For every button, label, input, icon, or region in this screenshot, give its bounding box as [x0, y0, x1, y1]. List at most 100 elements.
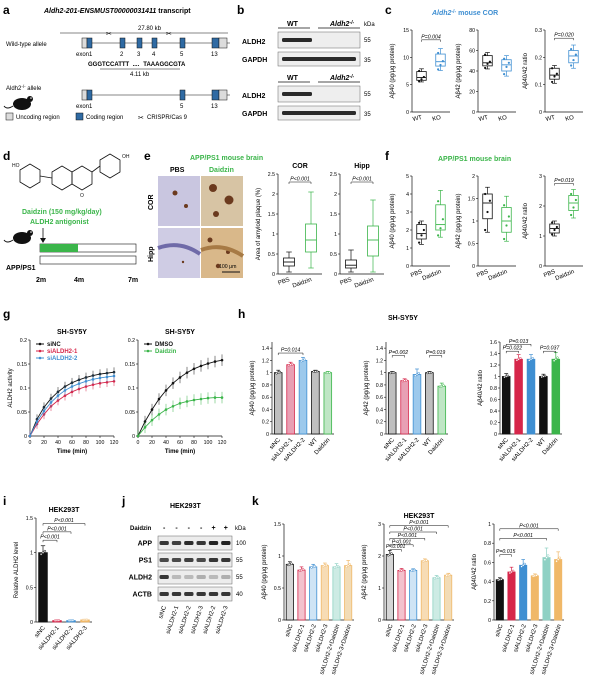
chart-c2: 0 20 40 60 80 Aβ42 (pg/μg protein) WT KO — [456, 28, 516, 123]
bar — [432, 577, 441, 621]
scissors-icon-left: ✂ — [106, 31, 112, 38]
data-point — [545, 556, 548, 559]
data-point — [84, 385, 88, 388]
y-tick-label: 0 — [472, 264, 475, 270]
significance-bracket — [389, 531, 437, 534]
data-point — [112, 379, 116, 383]
chart-title: HEK293T — [49, 507, 80, 514]
data-point — [523, 562, 527, 566]
treat-label: Daidzin — [130, 526, 152, 532]
y-tick-label: 1 — [278, 554, 281, 560]
bar — [298, 359, 308, 435]
data-point — [418, 69, 421, 73]
svg-text:Aldh2-/-: Aldh2-/- — [329, 74, 355, 82]
exon-number-5: 5 — [180, 52, 184, 58]
bar — [507, 571, 516, 621]
data-point — [422, 228, 425, 232]
x-tick-label: PBS — [339, 277, 352, 287]
legend-entry: DMSO — [155, 342, 173, 348]
micro-hipp-pbs — [158, 228, 200, 278]
y-tick-label: 0.6 — [484, 560, 491, 566]
chart-h2: 0 0.2 0.4 0.6 0.8 1 1.2 1.4 Aβ42 (pg/μg protein)… — [364, 342, 448, 463]
chart-title: SH-SY5Y — [57, 329, 87, 336]
significance-bracket — [554, 37, 574, 41]
data-point — [171, 381, 175, 385]
legend-marker — [146, 349, 150, 353]
data-point — [71, 619, 75, 622]
y-tick-label: 0 — [539, 110, 542, 116]
y-tick-label: 2 — [472, 174, 475, 180]
y-axis-label: Aβ40 (pg/μg protein) — [390, 194, 396, 249]
data-point — [178, 402, 182, 405]
y-tick-label: 0 — [494, 432, 497, 438]
panel-h: h SH-SY5Y 0 0.2 0.4 0.6 0.8 1 1.2 1.4 Aβ40 (pg/μ… — [238, 307, 562, 463]
data-point — [555, 72, 558, 75]
bar — [332, 566, 341, 621]
blot-j-strip — [157, 586, 233, 602]
data-point — [43, 549, 47, 553]
y-tick-label: 4 — [406, 192, 409, 198]
seq-left: GGGTCCATTT — [88, 62, 130, 68]
significance-bracket — [389, 538, 426, 541]
data-point — [437, 200, 440, 203]
panel-j-title: HEK293T — [170, 503, 201, 510]
data-point — [28, 434, 32, 438]
p-value-label: P<0.001 — [352, 177, 372, 183]
treat-mark: - — [163, 525, 166, 532]
y-tick-label: 1 — [472, 219, 475, 225]
bar — [526, 358, 536, 435]
y-tick-label: 0.2 — [490, 421, 497, 427]
wt-exon1-block — [86, 37, 93, 49]
y-tick-label: 1.5 — [468, 197, 475, 203]
blot-b-band-2: GAPDH — [242, 57, 267, 64]
ko-exon5-block — [179, 89, 186, 101]
data-point — [70, 390, 74, 394]
y-tick-label: 0.4 — [262, 407, 269, 413]
box — [435, 204, 446, 231]
data-point — [543, 558, 547, 561]
blot-b-ko-sup-top: -/- — [349, 20, 354, 26]
y-tick-label: 3 — [539, 174, 542, 180]
data-point — [290, 562, 293, 566]
y-tick-label: 0.6 — [376, 395, 383, 401]
x-tick-label: 0 — [29, 440, 32, 446]
panel-b: b WT Aldh2-/- kDa ALDH2 55 GAPDH 35 WT A… — [237, 3, 375, 121]
blot-b-band-4: GAPDH — [242, 111, 267, 118]
data-point — [315, 369, 319, 373]
data-point — [535, 574, 538, 577]
y-tick-label: 0 — [272, 272, 275, 278]
data-point — [401, 568, 405, 572]
p-value-label: P=0.002 — [389, 350, 409, 356]
svg-text:Aldh2-/- mouse COR: Aldh2-/- mouse COR — [431, 9, 498, 17]
panel-f-title: APP/PS1 mouse brain — [438, 156, 511, 163]
y-axis-label: Aβ40/42 ratio — [472, 553, 478, 589]
data-point — [441, 218, 444, 221]
data-point — [551, 221, 554, 224]
x-tick-label: WT — [545, 115, 556, 123]
data-point — [63, 394, 67, 397]
y-tick-label: 0 — [472, 110, 475, 116]
blot-b-mw-2: 35 — [364, 58, 371, 64]
p-value-label: P<0.001 — [392, 539, 412, 545]
data-point — [441, 60, 444, 63]
panel-label-j: j — [121, 494, 125, 508]
length-top: 27.80 kb — [138, 26, 162, 32]
y-tick-label: 0 — [30, 620, 33, 626]
bar — [409, 570, 418, 621]
chart-g2: 0 0.05 0.1 0.15 0.2 SH-SY5Y 0 20 40 60 80 100 120 Tim… — [125, 329, 227, 455]
significance-bracket — [42, 531, 72, 534]
y-tick-label: 1.2 — [490, 363, 497, 369]
blot-b-strip-1 — [277, 31, 361, 49]
y-tick-label: 1.5 — [274, 522, 281, 528]
treat-marks: - - - - + + — [163, 525, 228, 532]
blot-b-mw-4: 35 — [364, 112, 371, 118]
panel-c-title: Aldh2 — [431, 10, 452, 17]
ko-allele-suffix: allele — [26, 86, 42, 92]
y-tick-label: 1 — [488, 522, 491, 528]
y-axis-label: Aβ42 (pg/μg protein) — [364, 361, 370, 416]
data-point — [511, 569, 515, 573]
